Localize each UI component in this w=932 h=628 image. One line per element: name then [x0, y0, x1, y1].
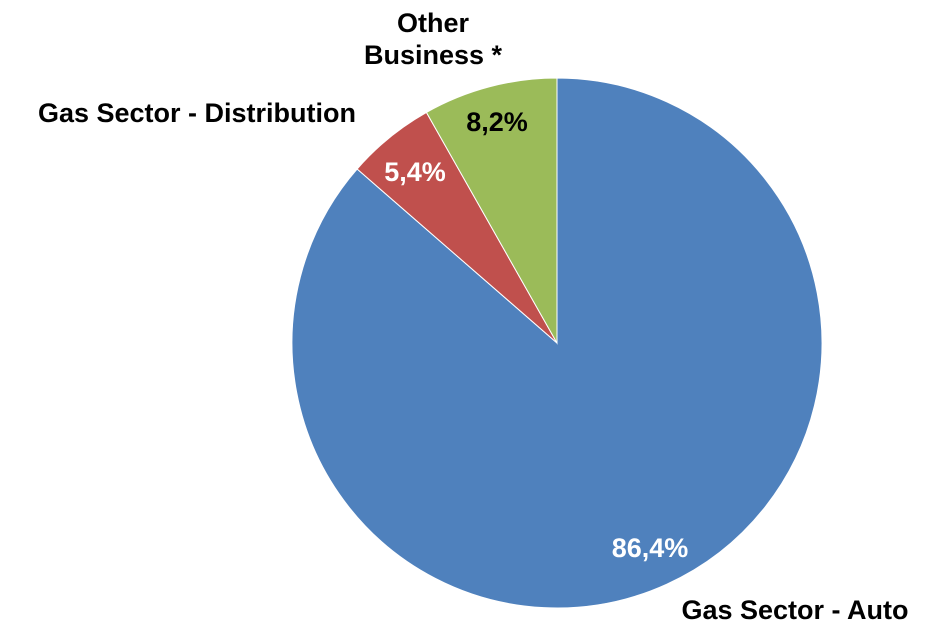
category-label: Gas Sector - Auto [681, 595, 909, 625]
value-label: 8,2% [466, 107, 528, 137]
value-label: 5,4% [384, 157, 446, 187]
value-label: 86,4% [611, 533, 689, 563]
category-label: Gas Sector - Distribution [37, 98, 357, 128]
pie-slice [425, 77, 558, 345]
category-label: Other Business * [363, 8, 503, 70]
